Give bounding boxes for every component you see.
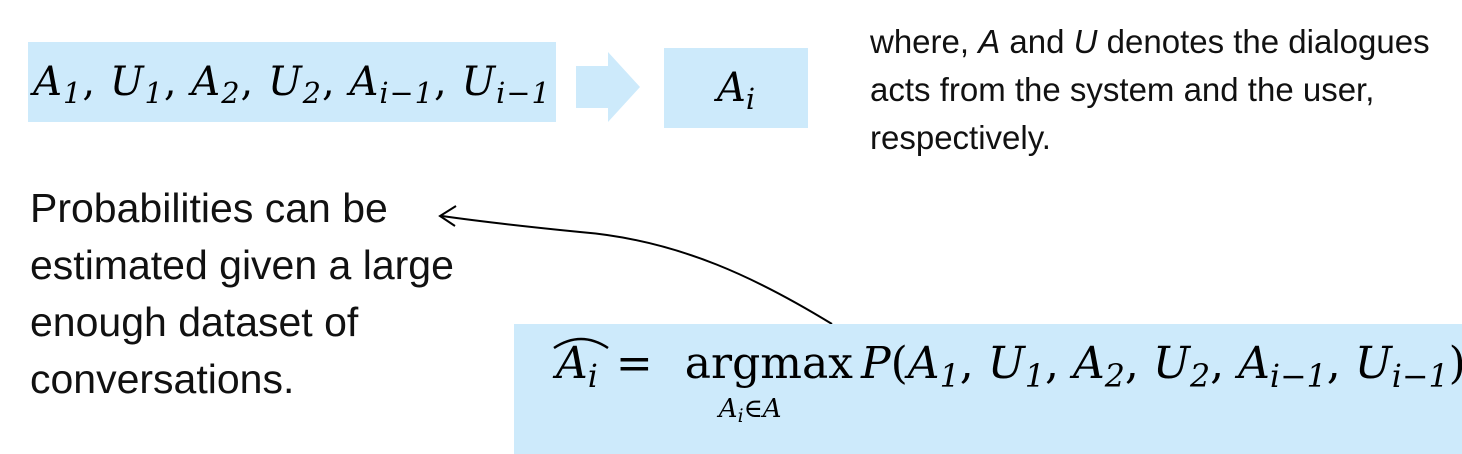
- history-separator: ,: [434, 59, 462, 105]
- history-separator: ,: [163, 59, 192, 105]
- argument-separator: ,: [1210, 338, 1239, 389]
- history-term: Ai−1: [349, 59, 434, 111]
- history-sequence-box: A1, U1, A2, U2, Ai−1, Ui−1: [28, 42, 556, 122]
- probability-arguments: A1, U1, A2, U2, Ai−1, Ui−1: [907, 338, 1449, 395]
- argmax-equation-box: Ai = argmax Ai∈A P ( A1, U1, A2, U2, Ai−…: [514, 324, 1462, 454]
- history-separator: ,: [240, 59, 268, 105]
- estimated-act: Ai: [553, 337, 609, 393]
- history-term: Ui−1: [461, 59, 551, 111]
- history-separator: ,: [82, 59, 110, 105]
- hat-accent: [553, 337, 609, 350]
- history-term: A1: [33, 59, 83, 111]
- history-separator: ,: [322, 59, 350, 105]
- argument-separator: ,: [959, 338, 988, 389]
- argument-term: U2: [1152, 338, 1211, 395]
- target-act: Ai: [716, 65, 756, 117]
- history-term: U1: [109, 59, 164, 111]
- argument-separator: ,: [1326, 338, 1355, 389]
- argument-term: Ai−1: [1238, 338, 1327, 395]
- argument-term: A2: [1072, 338, 1125, 395]
- probability-function: P: [861, 338, 891, 389]
- probability-explanation: Probabilities can be estimated given a l…: [30, 185, 454, 402]
- argument-term: U1: [987, 338, 1045, 395]
- argument-separator: ,: [1044, 338, 1073, 389]
- argument-term: A1: [907, 338, 960, 395]
- right-arrow-icon: [576, 52, 640, 122]
- history-term: U2: [267, 59, 322, 111]
- argument-separator: ,: [1124, 338, 1153, 389]
- history-sequence: A1, U1, A2, U2, Ai−1, Ui−1: [33, 59, 551, 111]
- equals-sign: =: [615, 338, 653, 389]
- argmax-operator: argmax Ai∈A: [684, 338, 853, 428]
- argmax-subscript: Ai∈A: [718, 394, 782, 428]
- argmax-equation: Ai = argmax Ai∈A P ( A1, U1, A2, U2, Ai−…: [553, 337, 1462, 428]
- history-term: A2: [191, 59, 241, 111]
- definition-note: where, A and U denotes the dialogues act…: [870, 23, 1430, 156]
- target-act-box: Ai: [664, 48, 808, 128]
- argument-term: Ui−1: [1354, 338, 1449, 395]
